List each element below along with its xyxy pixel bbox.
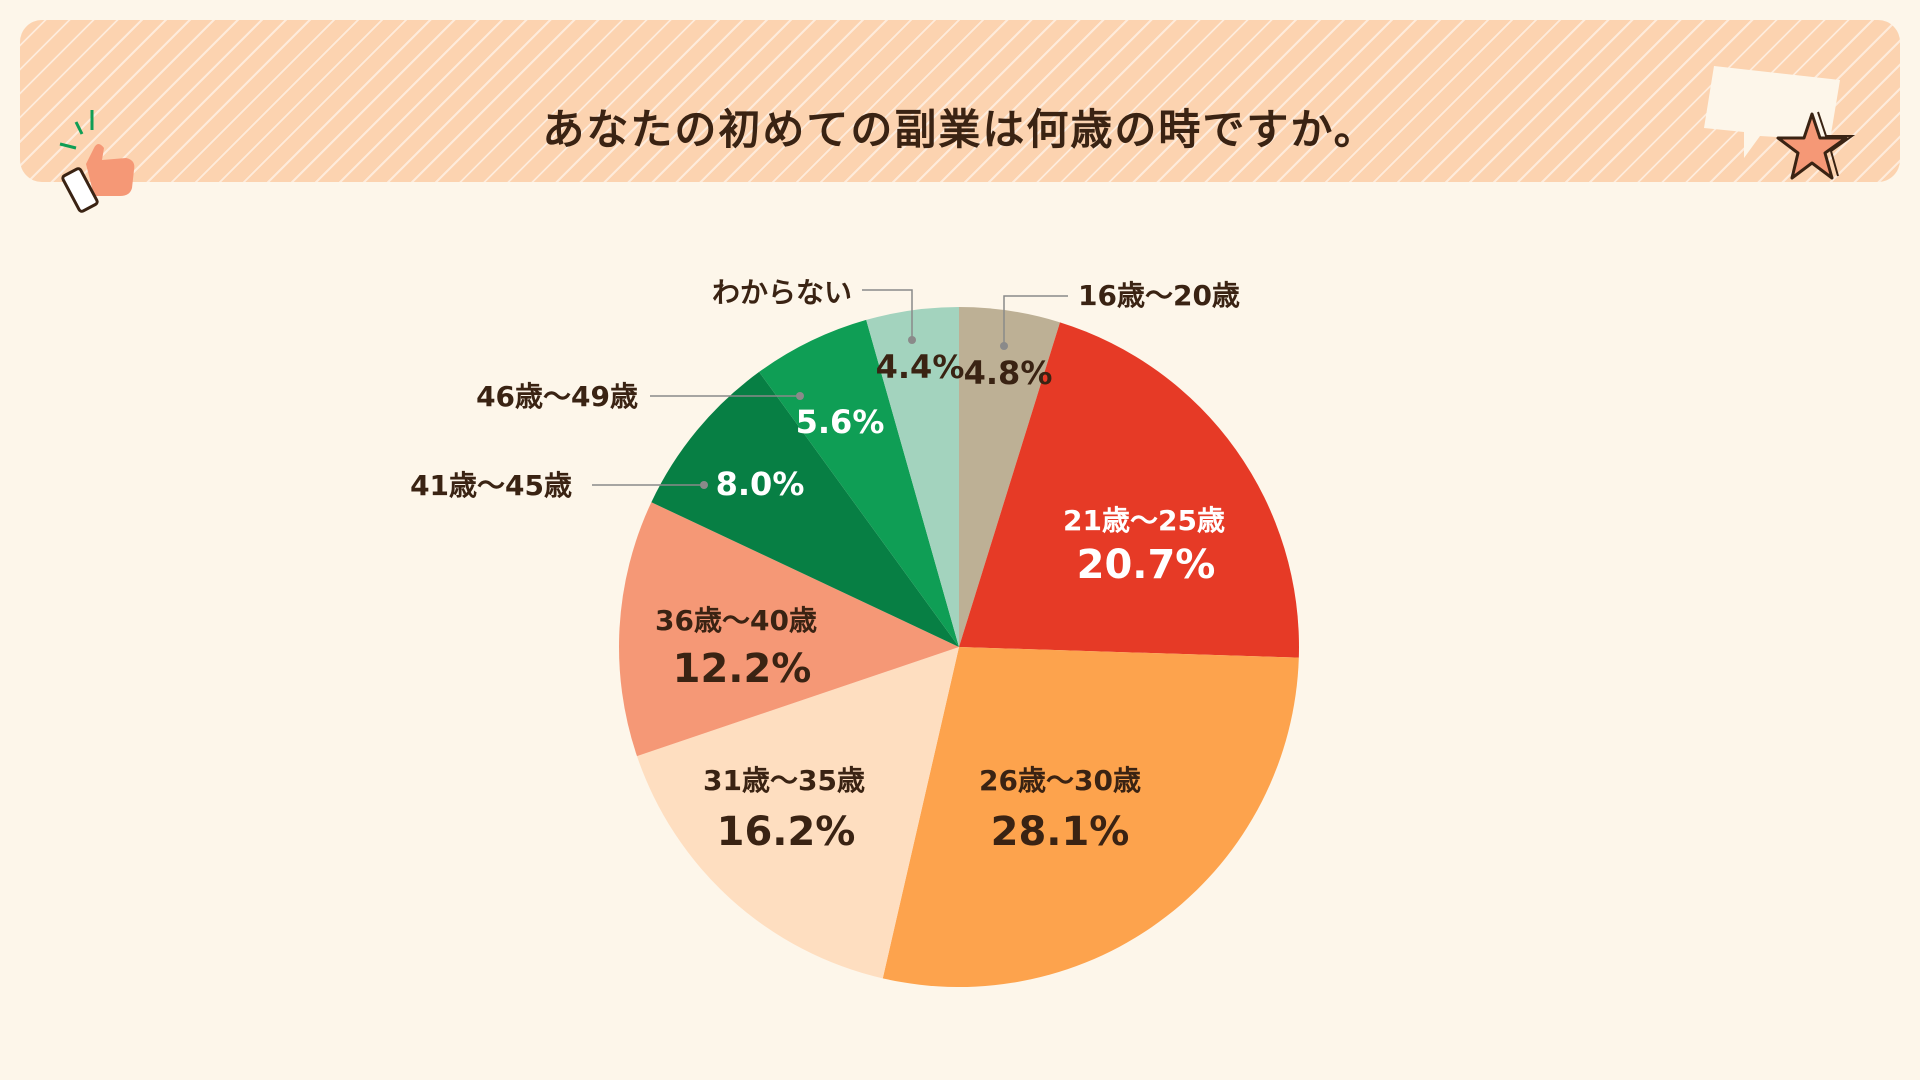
pie-slice [866,307,959,647]
slice-category-label: 21歳〜25歳 [1063,504,1225,537]
slice-value-label: 4.8% [964,354,1053,392]
thumbs-up-icon [59,110,135,213]
slice-category-label: 31歳〜35歳 [703,764,865,797]
slice-value-label: 12.2% [673,646,812,692]
pie-slice [636,647,959,979]
slice-value-label: 16.2% [717,809,856,855]
slice-value-label: 20.7% [1077,542,1216,588]
slice-category-label: 41歳〜45歳 [410,469,572,502]
slice-value-label: 8.0% [716,465,805,503]
pie-slice [882,647,1299,987]
leader-dot [908,336,916,344]
leader-dot [796,392,804,400]
slice-category-label: 26歳〜30歳 [979,764,1141,797]
leader-line [862,289,913,340]
pie-slice [651,371,959,647]
slice-category-label: 16歳〜20歳 [1078,279,1240,312]
speech-bubble-star-icon [1704,66,1856,180]
slice-category-label: 36歳〜40歳 [655,604,817,637]
pie-slice [959,322,1299,658]
slice-category-label: わからない [712,276,852,309]
pie-slice [619,502,959,757]
pie-slice [959,307,1060,647]
leader-dot [700,481,708,489]
title-banner: あなたの初めての副業は何歳の時ですか。 [20,20,1900,182]
leader-line [1003,295,1068,346]
slice-value-label: 28.1% [991,809,1130,855]
chart-title: あなたの初めての副業は何歳の時ですか。 [542,105,1378,154]
pie-slice [759,319,959,647]
slice-category-label: 46歳〜49歳 [476,380,638,413]
leader-dot [1000,342,1008,350]
slice-value-label: 5.6% [796,403,885,441]
slice-value-label: 4.4% [876,348,965,386]
